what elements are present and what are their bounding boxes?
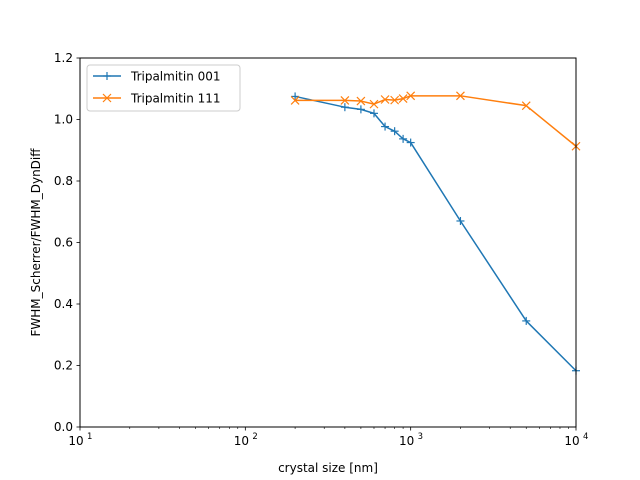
y-tick-label: 0.4 (54, 297, 73, 311)
x-tick-label: 10 (399, 434, 414, 448)
x-marker-b (380, 95, 390, 104)
data-point (340, 103, 349, 112)
data-point (522, 316, 531, 325)
x-axis-label: crystal size [nm] (278, 461, 378, 475)
x-tick-label-exponent: 1 (87, 432, 92, 442)
x-tick-label-exponent: 4 (583, 432, 588, 442)
data-point (406, 91, 416, 101)
legend-label: Tripalmitin 001 (130, 70, 221, 84)
data-point (406, 138, 415, 147)
data-point (380, 95, 390, 104)
y-tick-label: 0.6 (54, 236, 73, 250)
y-tick-label: 0.0 (54, 420, 73, 434)
legend-label: Tripalmitin 111 (130, 92, 221, 106)
x-marker-b (369, 99, 379, 109)
x-tick-label: 10 (234, 434, 249, 448)
x-marker-b (290, 96, 300, 105)
x-tick-label-exponent: 3 (418, 432, 423, 442)
x-tick-label-exponent: 2 (252, 432, 257, 442)
data-point (369, 99, 379, 109)
data-point (390, 95, 400, 105)
plot-area: 10 1 10 2 10 3 10 4 0.00.20.40.60.81.01.2 (54, 51, 589, 448)
x-marker-b (521, 101, 531, 111)
data-point (369, 109, 378, 118)
data-point (456, 91, 465, 101)
data-point (521, 101, 531, 111)
x-marker-b (406, 91, 416, 101)
series-2 (290, 91, 581, 151)
y-tick-label: 0.2 (54, 359, 73, 373)
x-marker-b (390, 95, 400, 105)
y-axis-ticks: 0.0 0.2 0.4 0.6 0.8 1.0 1.2 (54, 51, 80, 434)
data-point (399, 134, 408, 143)
data-point (398, 94, 408, 104)
x-marker-b (398, 94, 408, 104)
data-point (340, 96, 350, 105)
data-point (456, 216, 465, 225)
series-layer (290, 91, 581, 375)
x-marker-b (356, 96, 366, 106)
legend-box (86, 64, 241, 112)
x-tick-label: 10 (68, 434, 83, 448)
legend: Tripalmitin 001 Tripalmitin 111 (86, 64, 241, 112)
x-marker-b (102, 93, 112, 103)
y-tick-label: 1.2 (54, 51, 73, 65)
legend-entry: Tripalmitin 111 (93, 92, 221, 106)
data-point (356, 105, 365, 114)
x-marker-b (340, 96, 350, 105)
legend-entry: Tripalmitin 001 (93, 70, 221, 84)
data-point (290, 96, 300, 105)
data-point (381, 122, 390, 131)
data-point (390, 127, 399, 136)
x-marker-b (456, 91, 465, 101)
x-tick-label: 10 (564, 434, 579, 448)
data-point (291, 92, 300, 101)
x-axis-ticks: 10 1 10 2 10 3 10 4 (68, 427, 588, 448)
y-tick-label: 0.8 (54, 174, 73, 188)
data-point (356, 96, 366, 106)
y-tick-label: 1.0 (54, 113, 73, 127)
y-axis-label: FWHM_Scherrer/FWHM_DynDiff (29, 148, 43, 337)
